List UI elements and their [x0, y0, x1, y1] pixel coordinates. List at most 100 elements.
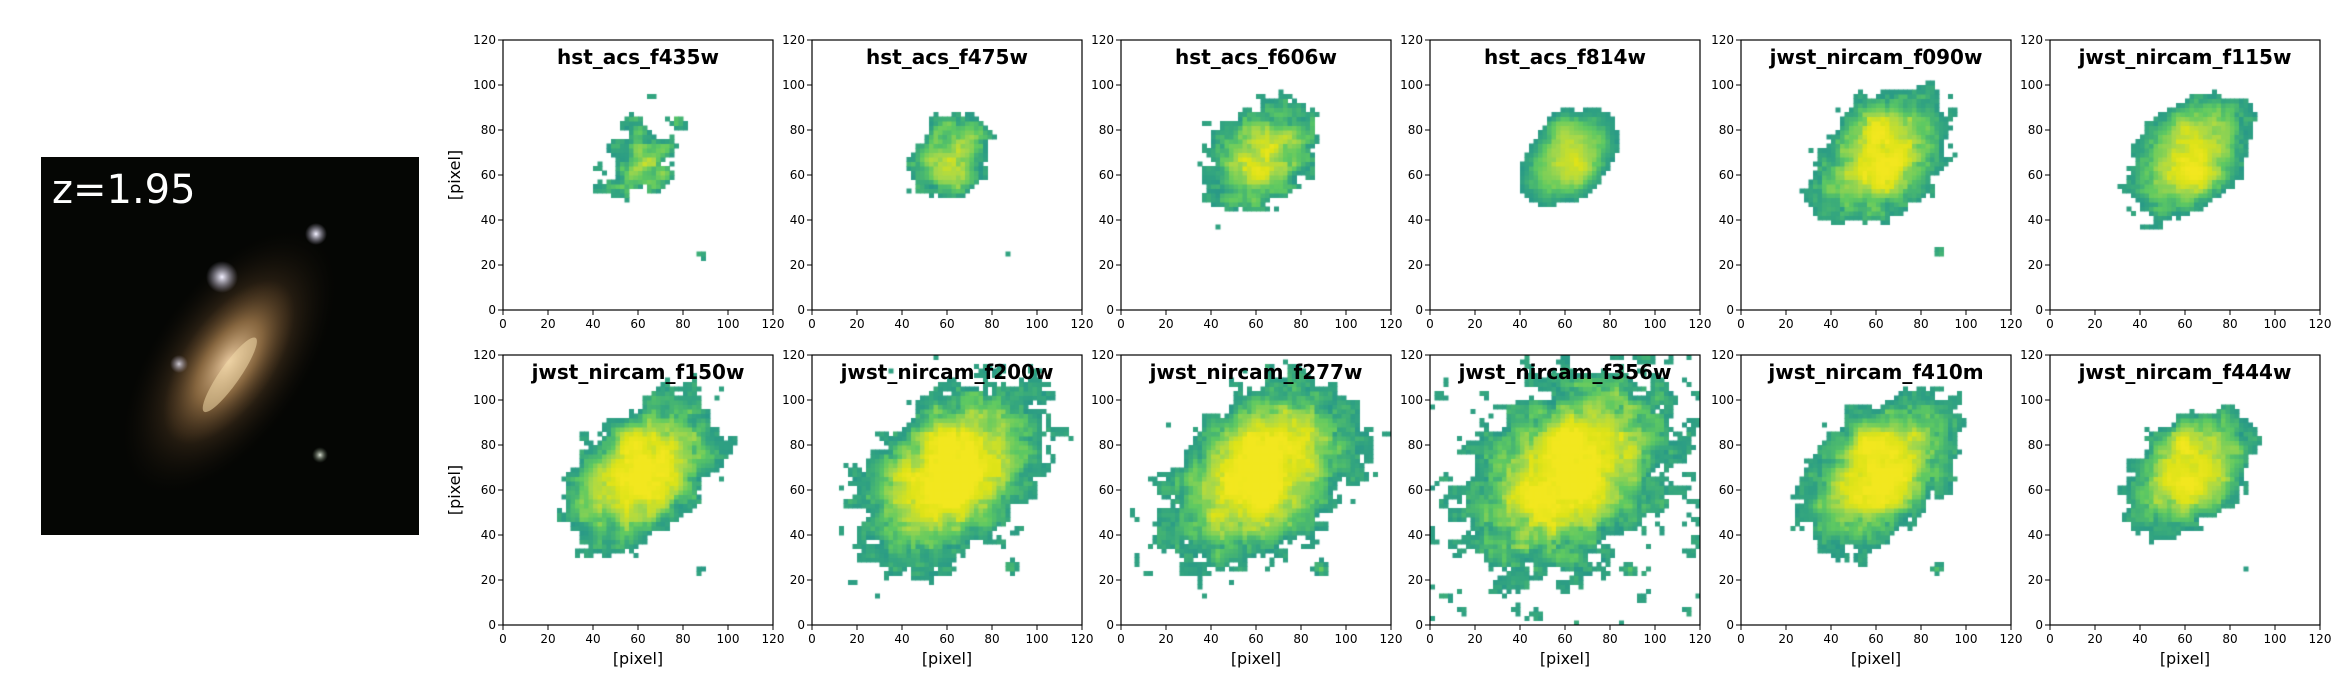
- x-tick-label: 20: [1778, 317, 1793, 331]
- y-tick-label: 20: [481, 258, 496, 272]
- y-tick-label: 80: [1719, 123, 1734, 137]
- x-tick-label: 0: [808, 632, 816, 646]
- galaxy-glow: [123, 231, 335, 493]
- y-tick-label: 40: [481, 528, 496, 542]
- y-tick-label: 80: [1099, 438, 1114, 452]
- y-axis-label: [pixel]: [445, 150, 464, 200]
- panel-image: [1121, 355, 1391, 625]
- filter-panel-hst_acs_f475w: 0 20 40 60 80 100 120 0 20 40 60 80 100 120 hst_acs_f4…: [782, 33, 1093, 331]
- x-tick-label: 80: [1913, 317, 1928, 331]
- y-tick-label: 120: [1091, 348, 1114, 362]
- x-tick-label: 120: [2309, 317, 2332, 331]
- y-tick-label: 100: [1400, 78, 1423, 92]
- panel-image: [503, 355, 773, 625]
- rgb-composite-thumbnail: [41, 157, 419, 535]
- y-tick-label: 100: [1400, 393, 1423, 407]
- y-tick-label: 0: [1106, 303, 1114, 317]
- x-tick-label: 60: [939, 317, 954, 331]
- bright-knot: [305, 223, 327, 245]
- x-tick-label: 20: [2087, 317, 2102, 331]
- x-tick-label: 0: [1737, 632, 1745, 646]
- x-tick-label: 120: [1380, 317, 1403, 331]
- y-tick-label: 80: [1719, 438, 1734, 452]
- y-tick-label: 40: [2028, 528, 2043, 542]
- filter-panel-jwst_nircam_f090w: 0 20 40 60 80 100 120 0 20 40 60 80 100 120 jwst_nirca…: [1711, 33, 2022, 331]
- y-tick-label: 20: [1408, 573, 1423, 587]
- y-tick-label: 40: [1099, 213, 1114, 227]
- y-tick-label: 80: [1099, 123, 1114, 137]
- x-tick-label: 60: [1868, 317, 1883, 331]
- y-tick-label: 80: [790, 123, 805, 137]
- y-tick-label: 120: [782, 348, 805, 362]
- x-axis-label: [pixel]: [1231, 649, 1281, 668]
- y-tick-label: 40: [1408, 528, 1423, 542]
- y-tick-label: 80: [2028, 123, 2043, 137]
- y-tick-label: 40: [1719, 528, 1734, 542]
- y-tick-label: 40: [1408, 213, 1423, 227]
- x-tick-label: 0: [2046, 317, 2054, 331]
- filter-panel-hst_acs_f814w: 0 20 40 60 80 100 120 0 20 40 60 80 100 120 hst_acs_f8…: [1400, 33, 1711, 331]
- x-tick-label: 0: [808, 317, 816, 331]
- x-tick-label: 20: [540, 317, 555, 331]
- y-tick-label: 20: [1099, 573, 1114, 587]
- y-tick-label: 100: [782, 393, 805, 407]
- y-tick-label: 20: [481, 573, 496, 587]
- y-tick-label: 40: [790, 528, 805, 542]
- x-tick-label: 120: [762, 632, 785, 646]
- y-tick-label: 60: [2028, 168, 2043, 182]
- y-tick-label: 120: [1400, 348, 1423, 362]
- x-tick-label: 0: [1426, 632, 1434, 646]
- panel-image: [812, 355, 1082, 625]
- y-tick-label: 60: [790, 483, 805, 497]
- y-tick-label: 60: [1099, 483, 1114, 497]
- x-tick-label: 60: [1557, 632, 1572, 646]
- x-tick-label: 80: [675, 632, 690, 646]
- x-tick-label: 40: [585, 317, 600, 331]
- y-tick-label: 60: [481, 483, 496, 497]
- y-tick-label: 20: [1719, 573, 1734, 587]
- y-tick-label: 100: [782, 78, 805, 92]
- filter-panel-jwst_nircam_f277w: 0 20 40 60 80 100 120 0 20 40 60 80 100 120 jwst_nirca…: [1091, 348, 1402, 668]
- y-tick-label: 40: [1099, 528, 1114, 542]
- y-tick-label: 0: [2035, 618, 2043, 632]
- y-tick-label: 120: [2020, 33, 2043, 47]
- x-tick-label: 40: [1512, 632, 1527, 646]
- panel-title: jwst_nircam_f444w: [2078, 360, 2292, 384]
- x-tick-label: 60: [1868, 632, 1883, 646]
- x-tick-label: 120: [1689, 317, 1712, 331]
- x-tick-label: 60: [2177, 632, 2192, 646]
- filter-panel-jwst_nircam_f150w: 0 20 40 60 80 100 120 0 20 40 60 80 100 120 jwst_nirca…: [445, 348, 784, 668]
- x-tick-label: 0: [499, 632, 507, 646]
- filter-panel-jwst_nircam_f444w: 0 20 40 60 80 100 120 0 20 40 60 80 100 120 jwst_nirca…: [2020, 348, 2331, 668]
- y-tick-label: 100: [1711, 78, 1734, 92]
- bright-knot: [170, 355, 188, 373]
- x-tick-label: 60: [1557, 317, 1572, 331]
- y-axis-label: [pixel]: [445, 465, 464, 515]
- y-tick-label: 80: [1408, 438, 1423, 452]
- x-tick-label: 0: [1117, 317, 1125, 331]
- x-tick-label: 60: [1248, 632, 1263, 646]
- y-tick-label: 20: [1099, 258, 1114, 272]
- y-tick-label: 60: [2028, 483, 2043, 497]
- x-tick-label: 40: [1203, 317, 1218, 331]
- x-tick-label: 120: [2309, 632, 2332, 646]
- panel-image: [503, 40, 773, 310]
- y-tick-label: 0: [1726, 303, 1734, 317]
- filter-panel-jwst_nircam_f356w: 0 20 40 60 80 100 120 0 20 40 60 80 100 120 jwst_nirca…: [1400, 348, 1711, 668]
- x-tick-label: 100: [1644, 317, 1667, 331]
- x-tick-label: 40: [894, 317, 909, 331]
- x-tick-label: 80: [2222, 632, 2237, 646]
- panel-title: jwst_nircam_f356w: [1458, 360, 1672, 384]
- panel-title: jwst_nircam_f410m: [1767, 360, 1983, 384]
- y-tick-label: 0: [1726, 618, 1734, 632]
- y-tick-label: 60: [481, 168, 496, 182]
- x-tick-label: 40: [1512, 317, 1527, 331]
- x-tick-label: 0: [499, 317, 507, 331]
- y-tick-label: 120: [1400, 33, 1423, 47]
- x-tick-label: 100: [1644, 632, 1667, 646]
- x-tick-label: 100: [1955, 632, 1978, 646]
- x-tick-label: 80: [1293, 317, 1308, 331]
- x-tick-label: 120: [1689, 632, 1712, 646]
- x-tick-label: 100: [1026, 317, 1049, 331]
